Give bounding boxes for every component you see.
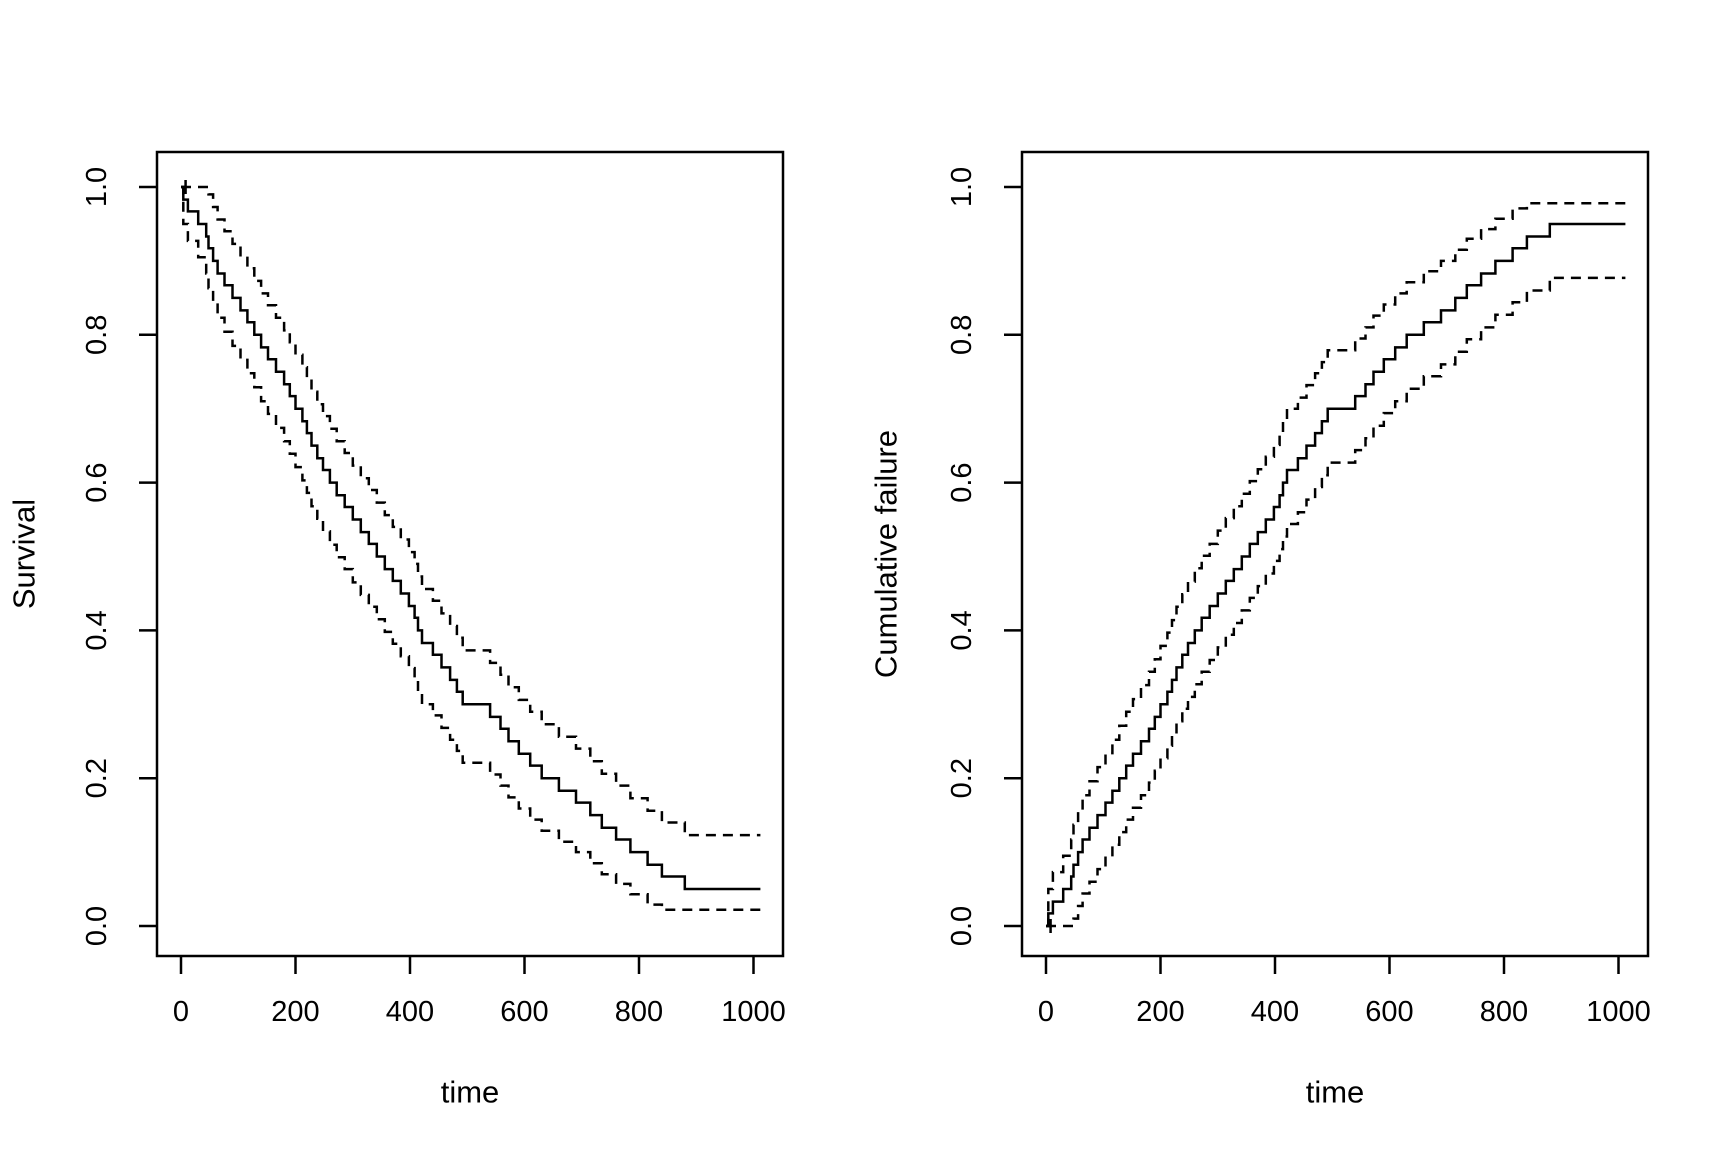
y-tick-label: 0.4	[81, 610, 113, 650]
x-tick-label: 1000	[721, 996, 786, 1028]
y-axis-label: Survival	[7, 499, 42, 609]
y-tick-label: 0.6	[81, 462, 113, 502]
y-tick-label: 0.8	[946, 315, 978, 355]
series-upper-95-ci	[181, 185, 761, 837]
x-tick-label: 400	[1251, 996, 1299, 1028]
y-tick-label: 0.6	[946, 462, 978, 502]
series-upper-95-ci	[1046, 202, 1626, 928]
y-tick-label: 0.2	[81, 758, 113, 798]
y-tick-label: 0.2	[946, 758, 978, 798]
panel-cumulative-failure: Cumulative failure time 0 200 400 600 800 100…	[869, 150, 1651, 1110]
x-tick-label: 0	[173, 996, 189, 1028]
series-survival-estimate	[181, 185, 761, 891]
x-tick-label: 1000	[1586, 996, 1651, 1028]
series-cumulative-failure-estimate	[1046, 222, 1626, 928]
x-tick-label: 600	[500, 996, 548, 1028]
x-tick-label: 600	[1365, 996, 1413, 1028]
y-tick-label: 1.0	[946, 167, 978, 207]
plot-box	[1020, 150, 1650, 958]
y-tick-label: 1.0	[81, 167, 113, 207]
y-axis-label: Cumulative failure	[869, 430, 904, 678]
y-tick-label: 0.0	[81, 906, 113, 946]
x-tick-label: 200	[1136, 996, 1184, 1028]
x-axis-label: time	[1306, 1075, 1365, 1110]
plot-box	[155, 150, 785, 958]
series-lower-95-ci	[1046, 276, 1626, 928]
x-tick-label: 800	[615, 996, 663, 1028]
x-tick-label: 200	[271, 996, 319, 1028]
y-tick-label: 0.8	[81, 315, 113, 355]
x-tick-label: 800	[1480, 996, 1528, 1028]
series-lower-95-ci	[181, 185, 761, 911]
x-axis-label: time	[441, 1075, 500, 1110]
x-tick-label: 400	[386, 996, 434, 1028]
panel-survival: Survival time 0 200 400 600 800 1000 0.0 0.2 0.4…	[7, 150, 786, 1110]
y-tick-label: 0.4	[946, 610, 978, 650]
x-tick-label: 0	[1038, 996, 1054, 1028]
y-tick-label: 0.0	[946, 906, 978, 946]
